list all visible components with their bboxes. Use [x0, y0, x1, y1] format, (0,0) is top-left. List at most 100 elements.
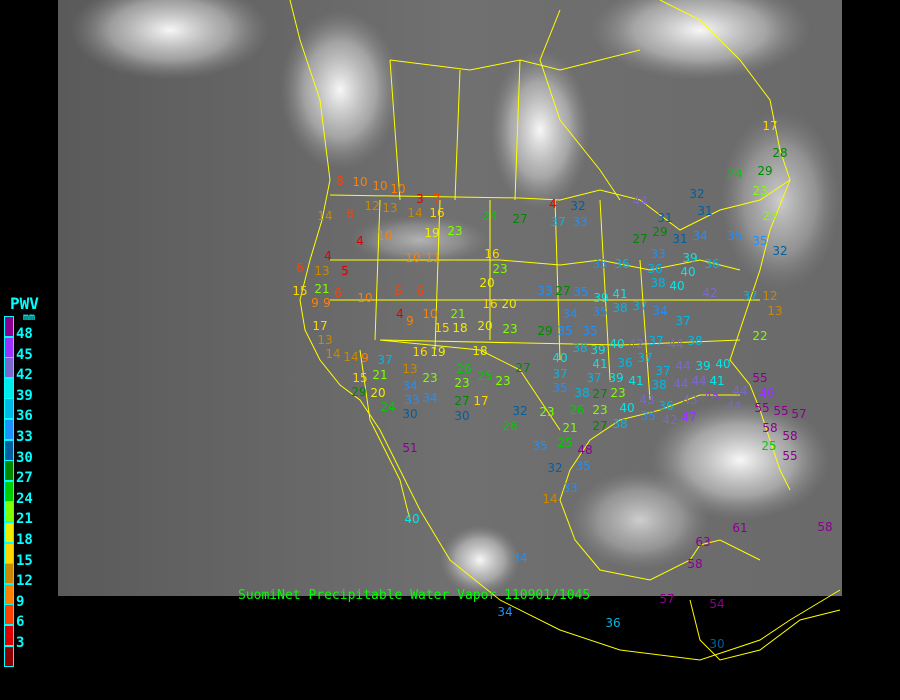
station-pwv-value: 46: [759, 386, 774, 400]
station-pwv-value: 38: [687, 334, 702, 348]
legend-swatch: [4, 625, 14, 646]
station-pwv-value: 20: [479, 276, 494, 290]
station-pwv-value: 55: [773, 404, 788, 418]
station-pwv-value: 23: [752, 184, 767, 198]
station-pwv-value: 23: [454, 376, 469, 390]
station-pwv-value: 22: [752, 329, 767, 343]
station-pwv-value: 4: [396, 307, 404, 321]
station-pwv-value: 37: [742, 289, 757, 303]
station-pwv-value: 25: [477, 369, 492, 383]
legend-label: 6: [16, 614, 25, 631]
station-pwv-value: 27: [592, 387, 607, 401]
station-pwv-value: 39: [593, 291, 608, 305]
station-pwv-value: 41: [628, 374, 643, 388]
station-pwv-value: 38: [574, 386, 589, 400]
station-pwv-value: 41: [612, 287, 627, 301]
station-pwv-value: 38: [612, 301, 627, 315]
station-pwv-value: 9: [406, 314, 414, 328]
station-pwv-value: 37: [675, 314, 690, 328]
station-pwv-value: 38: [612, 417, 627, 431]
station-pwv-value: 37: [377, 353, 392, 367]
legend-swatch: [4, 377, 14, 399]
station-pwv-value: 36: [617, 356, 632, 370]
station-pwv-value: 44: [673, 377, 688, 391]
station-pwv-value: 48: [577, 443, 592, 457]
station-pwv-value: 14: [407, 206, 422, 220]
station-pwv-value: 40: [680, 265, 695, 279]
station-pwv-value: 39: [695, 359, 710, 373]
legend-label: 27: [16, 470, 33, 487]
station-pwv-value: 33: [537, 284, 552, 298]
station-pwv-value: 28: [772, 146, 787, 160]
station-pwv-value: 36: [647, 262, 662, 276]
station-pwv-value: 16: [429, 206, 444, 220]
station-pwv-value: 10: [377, 229, 392, 243]
legend-swatch: [4, 501, 14, 523]
station-pwv-value: 21: [314, 282, 329, 296]
legend-swatch: [4, 604, 14, 626]
cloud-layer: [70, 0, 840, 595]
station-pwv-value: 10: [405, 251, 420, 265]
station-pwv-value: 37: [550, 215, 565, 229]
station-pwv-value: 17: [473, 394, 488, 408]
legend-label: 15: [16, 552, 33, 569]
legend-label: 45: [16, 346, 33, 363]
boundary-lines: [289, 0, 841, 661]
station-pwv-value: 9: [361, 351, 369, 365]
station-pwv-value: 30: [709, 637, 724, 651]
station-pwv-value: 44: [691, 374, 706, 388]
station-pwv-value: 29: [757, 164, 772, 178]
station-pwv-value: 51: [402, 441, 417, 455]
station-pwv-value: 29: [351, 385, 366, 399]
station-pwv-value: 27: [512, 212, 527, 226]
station-pwv-value: 31: [672, 232, 687, 246]
station-pwv-value: 41: [709, 374, 724, 388]
station-pwv-value: 33: [404, 393, 419, 407]
legend-title: PWV: [10, 294, 39, 313]
station-pwv-value: 32: [689, 187, 704, 201]
station-pwv-value: 35: [727, 229, 742, 243]
legend-swatch: [4, 316, 14, 337]
station-pwv-value: 24: [380, 400, 395, 414]
legend-label: 33: [16, 429, 33, 445]
station-pwv-value: 9: [323, 296, 331, 310]
pwv-legend: PWV mm 48 45 42 39 36 33 30 27 24 21 18 15 12 9 6 3: [0, 290, 60, 670]
station-pwv-value: 30: [402, 407, 417, 421]
legend-swatch: [4, 563, 14, 585]
legend-label: 12: [16, 573, 33, 590]
station-pwv-value: 58: [762, 421, 777, 435]
station-pwv-value: 42: [628, 337, 643, 351]
station-pwv-value: 10: [422, 307, 437, 321]
station-pwv-value: 32: [547, 461, 562, 475]
station-pwv-value: 6: [296, 261, 304, 275]
station-pwv-value: 38: [572, 341, 587, 355]
station-pwv-value: 35: [573, 285, 588, 299]
station-pwv-value: 33: [572, 215, 587, 229]
legend-swatch: [4, 480, 14, 502]
legend-label: 36: [16, 408, 33, 425]
station-pwv-value: 6: [394, 284, 402, 298]
station-pwv-value: 23: [592, 403, 607, 417]
station-pwv-value: 40: [715, 357, 730, 371]
legend-swatch: [4, 398, 14, 420]
station-pwv-value: 3: [416, 192, 424, 206]
station-pwv-value: 34: [402, 379, 417, 393]
legend-swatch: [4, 419, 14, 440]
station-pwv-value: 35: [552, 381, 567, 395]
station-pwv-value: 14: [325, 347, 340, 361]
station-pwv-value: 44: [675, 359, 690, 373]
station-pwv-value: 10: [352, 175, 367, 189]
legend-swatch: [4, 357, 14, 379]
station-pwv-value: 23: [492, 262, 507, 276]
station-pwv-value: 36: [658, 399, 673, 413]
station-pwv-value: 58: [782, 429, 797, 443]
station-pwv-value: 39: [682, 251, 697, 265]
station-pwv-value: 63: [695, 535, 710, 549]
station-pwv-value: 47: [681, 410, 696, 424]
station-pwv-value: 27: [454, 394, 469, 408]
station-pwv-value: 23: [762, 209, 777, 223]
station-pwv-value: 13: [767, 304, 782, 318]
station-pwv-value: 55: [754, 401, 769, 415]
station-pwv-value: 25: [761, 439, 776, 453]
station-pwv-value: 15: [292, 284, 307, 298]
